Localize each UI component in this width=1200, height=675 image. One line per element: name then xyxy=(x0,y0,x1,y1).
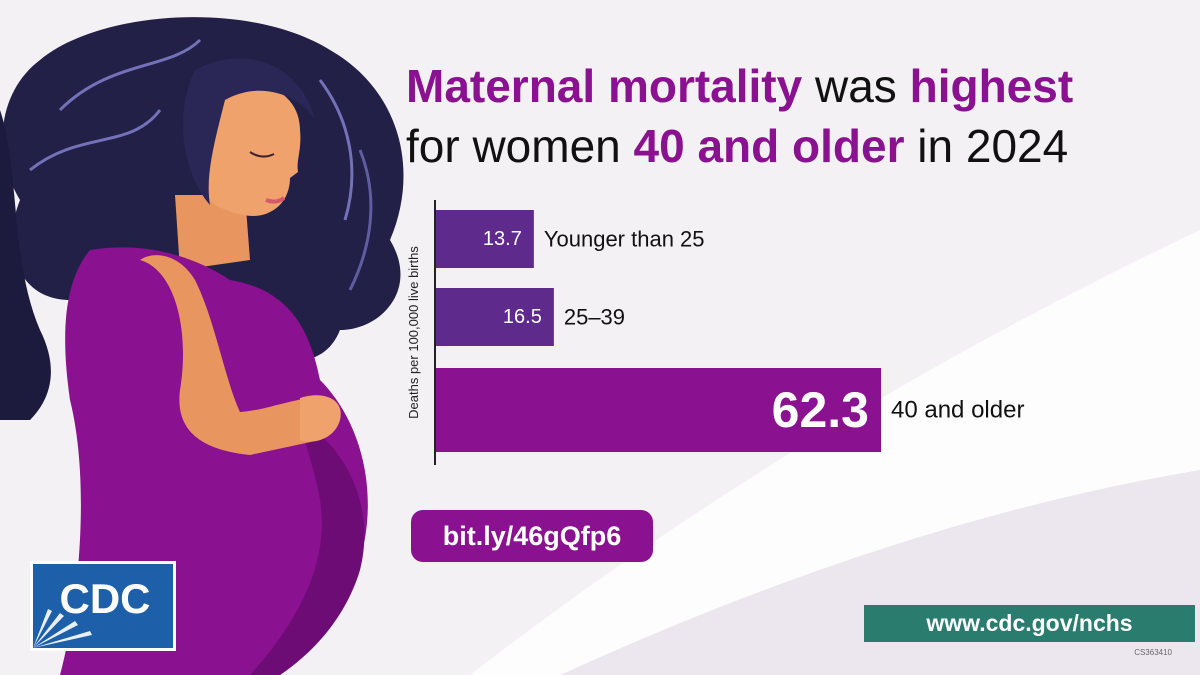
cdc-logo: CDC xyxy=(30,561,176,651)
bar xyxy=(436,288,554,346)
bar-category-label: 40 and older xyxy=(891,397,1024,424)
headline-text-2: for women xyxy=(406,120,634,172)
bar-category-label: 25–39 xyxy=(564,305,625,330)
bar-value-label: 16.5 xyxy=(503,306,542,328)
headline-emphasis-1: Maternal mortality xyxy=(406,60,803,112)
bar-category-label: Younger than 25 xyxy=(544,227,705,252)
document-code: CS363410 xyxy=(1134,648,1172,657)
headline-text-1: was xyxy=(802,60,910,112)
headline: Maternal mortality was highest for women… xyxy=(406,56,1186,176)
bar-chart: Deaths per 100,000 live births 13.7 Younge… xyxy=(406,200,1024,465)
bar-value-label: 62.3 xyxy=(772,382,869,438)
headline-emphasis-3: 40 and older xyxy=(633,120,905,172)
website-link[interactable]: www.cdc.gov/nchs xyxy=(864,605,1195,642)
bar xyxy=(436,368,881,452)
bar-value-label: 13.7 xyxy=(483,228,522,250)
bar xyxy=(436,210,534,268)
cdc-logo-text: CDC xyxy=(60,575,151,622)
y-axis-label: Deaths per 100,000 live births xyxy=(406,246,421,419)
headline-emphasis-2: highest xyxy=(909,60,1074,112)
headline-text-3: in 2024 xyxy=(904,120,1069,172)
short-link-button[interactable]: bit.ly/46gQfp6 xyxy=(411,510,653,562)
